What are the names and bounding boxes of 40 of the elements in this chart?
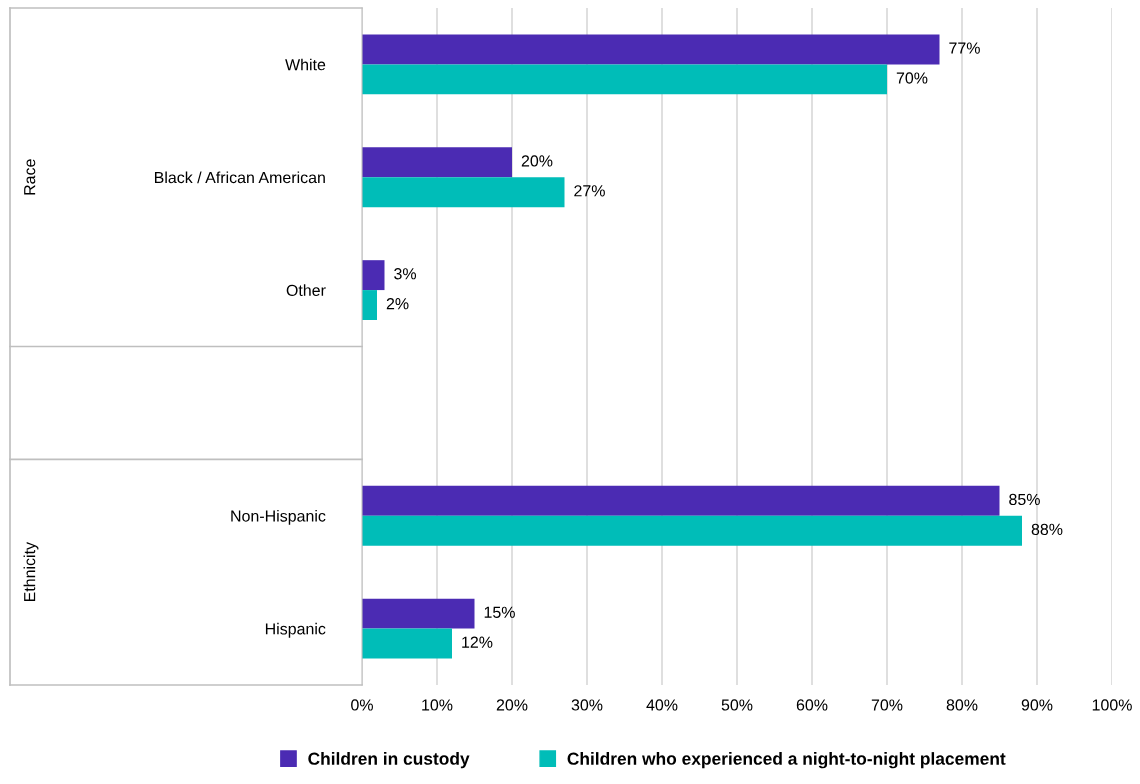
x-tick-label: 0%: [351, 699, 373, 711]
data-label: 2%: [386, 298, 409, 310]
bar: [362, 177, 565, 208]
data-label: 70%: [896, 72, 928, 84]
x-tick-label: 50%: [721, 699, 753, 711]
data-label: 27%: [574, 185, 605, 197]
data-label: 85%: [1009, 493, 1040, 506]
y-tick-label: White: [285, 58, 326, 71]
x-tick-label: 40%: [646, 699, 678, 711]
bar: [362, 598, 475, 629]
x-tick-label: 90%: [1021, 699, 1053, 711]
x-tick-label: 10%: [422, 699, 453, 711]
bar: [362, 147, 512, 178]
data-label: 3%: [394, 268, 417, 280]
bar: [362, 64, 887, 95]
data-label: 77%: [949, 42, 980, 54]
x-tick-label: 60%: [796, 699, 828, 711]
y-tick-label: Other: [286, 284, 326, 297]
text: Ethnicity: [23, 542, 39, 602]
bar: [362, 515, 1022, 546]
bar: [362, 485, 1000, 516]
legend-label: Children in custody: [308, 752, 470, 769]
bar: [362, 290, 377, 320]
bar: [362, 260, 385, 291]
y-tick-label: Black / African American: [154, 171, 325, 184]
y-tick-label: Hispanic: [265, 622, 326, 638]
data-label: 15%: [484, 606, 515, 618]
data-label: 12%: [462, 636, 493, 648]
text: Race: [24, 159, 36, 195]
x-tick-label: 20%: [496, 699, 528, 711]
bar: [362, 34, 940, 65]
bar: [362, 628, 452, 659]
y-tick-label: Non-Hispanic: [231, 509, 326, 525]
x-tick-label: 30%: [571, 699, 603, 711]
data-label: 88%: [1031, 523, 1063, 535]
x-tick-label: 70%: [871, 699, 903, 711]
data-label: 20%: [521, 155, 553, 167]
x-tick-label: 100%: [1092, 699, 1132, 711]
x-tick-label: 80%: [946, 699, 978, 711]
legend-label: Children who experienced a night-to-night placement: [567, 752, 1006, 769]
